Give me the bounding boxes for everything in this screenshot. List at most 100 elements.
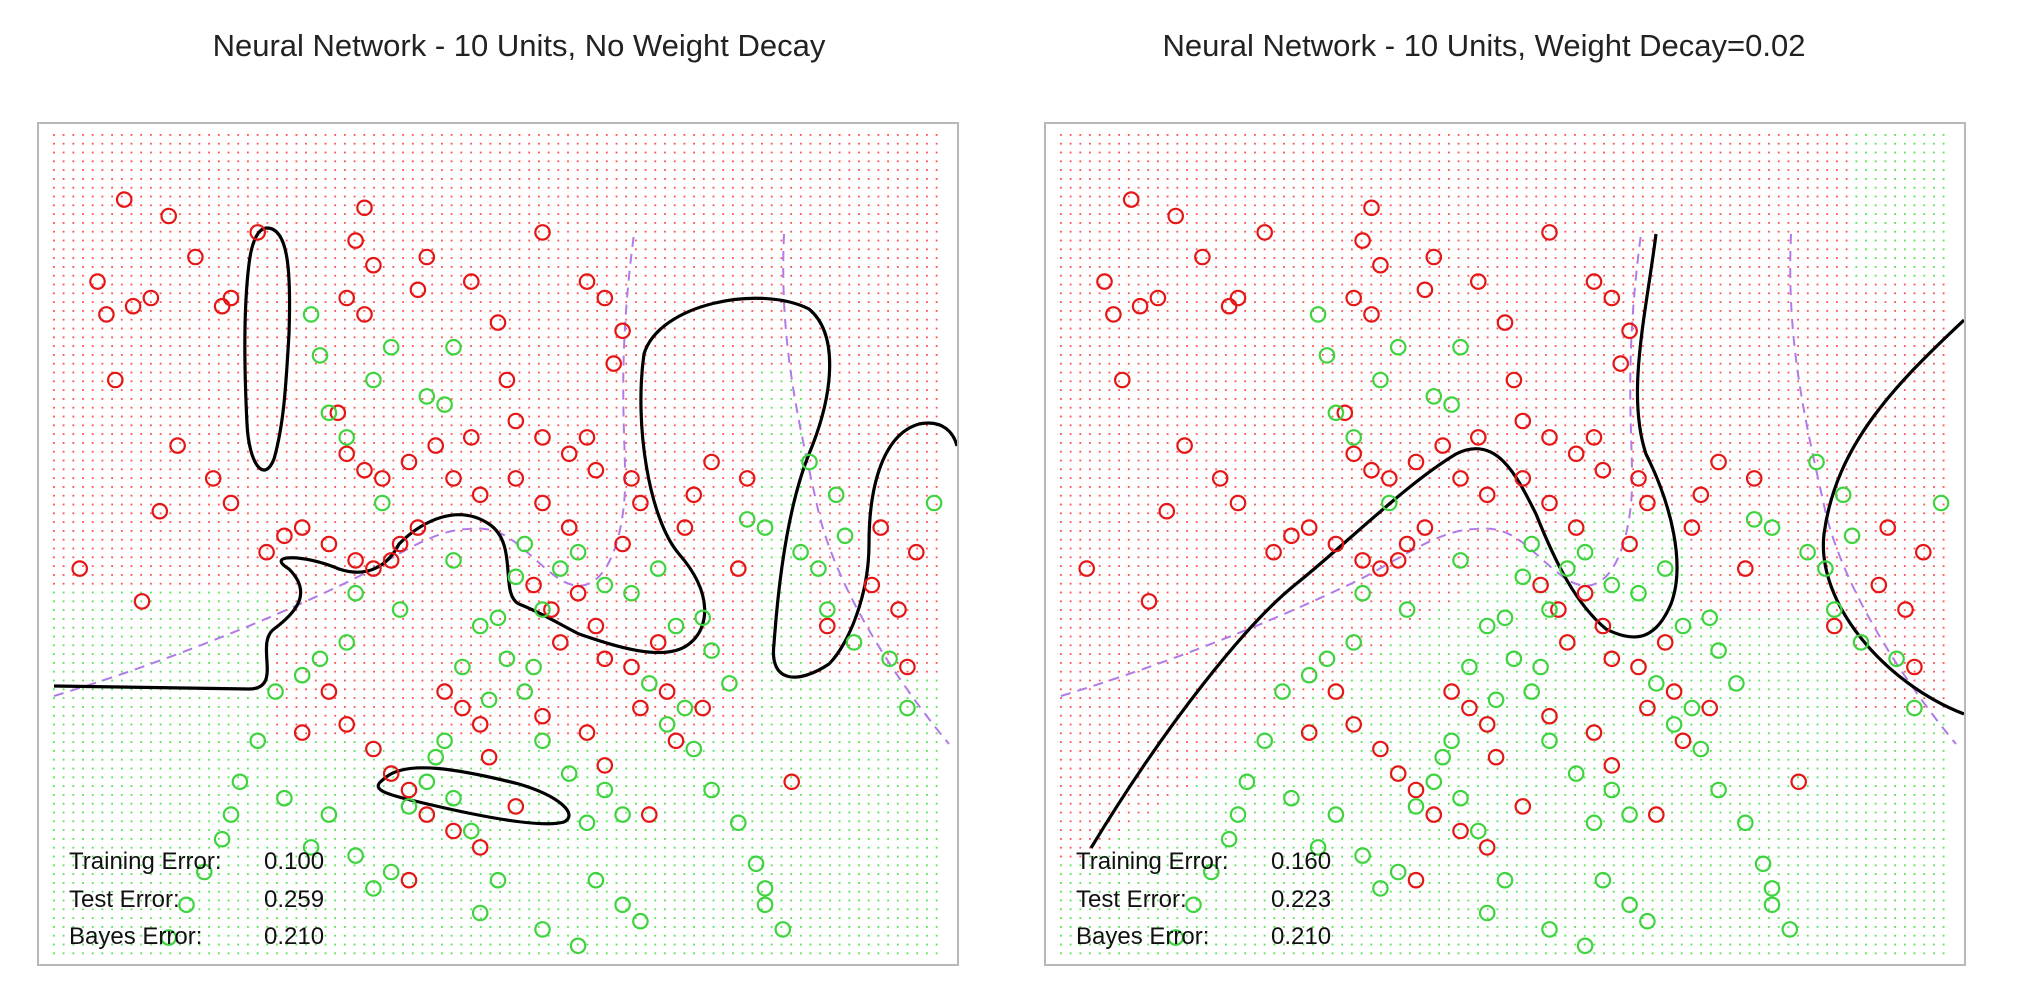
- grid-dot: [198, 371, 201, 374]
- grid-dot: [926, 354, 928, 356]
- grid-dot: [470, 336, 472, 339]
- grid-dot: [431, 477, 434, 479]
- grid-dot: [664, 266, 666, 268]
- grid-dot: [179, 389, 181, 391]
- grid-dot: [237, 591, 240, 594]
- grid-dot: [101, 538, 104, 541]
- grid-dot: [237, 292, 240, 295]
- grid-dot: [712, 582, 715, 585]
- grid-dot: [751, 565, 754, 567]
- grid-dot: [53, 433, 55, 435]
- grid-dot: [790, 591, 792, 594]
- grid-dot: [673, 442, 676, 444]
- grid-dot: [906, 169, 909, 171]
- grid-dot: [829, 248, 831, 251]
- grid-dot: [237, 257, 240, 259]
- grid-dot: [732, 556, 734, 559]
- grid-dot: [169, 486, 172, 488]
- grid-dot: [867, 380, 870, 383]
- grid-dot: [809, 556, 812, 559]
- grid-dot: [848, 257, 851, 259]
- grid-dot: [683, 213, 686, 215]
- grid-dot: [266, 266, 269, 268]
- grid-dot: [819, 556, 822, 559]
- grid-dot: [62, 257, 65, 259]
- grid-dot: [276, 468, 278, 471]
- grid-dot: [935, 283, 938, 286]
- grid-dot: [838, 292, 841, 295]
- grid-dot: [538, 178, 540, 180]
- grid-dot: [799, 547, 802, 550]
- grid-dot: [285, 477, 288, 479]
- grid-dot: [217, 477, 220, 479]
- grid-dot: [790, 204, 792, 207]
- grid-dot: [664, 521, 666, 523]
- grid-dot: [227, 547, 230, 550]
- grid-dot: [635, 591, 637, 594]
- grid-dot: [741, 186, 744, 189]
- grid-dot: [644, 283, 647, 286]
- grid-dot: [159, 310, 162, 312]
- grid-dot: [664, 389, 666, 391]
- grid-dot: [625, 318, 628, 321]
- grid-dot: [237, 433, 240, 435]
- grid-dot: [625, 345, 628, 347]
- grid-dot: [266, 538, 269, 541]
- grid-dot: [877, 477, 880, 479]
- grid-dot: [421, 477, 424, 479]
- grid-dot: [819, 186, 822, 189]
- grid-dot: [615, 389, 618, 391]
- grid-dot: [470, 494, 472, 497]
- grid-dot: [780, 204, 783, 207]
- grid-dot: [431, 292, 434, 295]
- grid-dot: [479, 195, 482, 198]
- grid-dot: [557, 169, 560, 171]
- grid-dot: [53, 442, 55, 444]
- grid-dot: [877, 362, 880, 365]
- grid-dot: [702, 230, 705, 233]
- grid-dot: [421, 565, 424, 567]
- grid-dot: [208, 600, 210, 603]
- grid-dot: [693, 292, 695, 295]
- grid-dot: [586, 318, 589, 321]
- grid-dot: [111, 609, 113, 611]
- grid-dot: [392, 327, 395, 330]
- grid-dot: [101, 512, 104, 515]
- grid-dot: [761, 239, 763, 242]
- grid-dot: [693, 565, 695, 567]
- grid-dot: [62, 565, 65, 567]
- grid-dot: [411, 600, 414, 603]
- grid-dot: [450, 204, 453, 207]
- grid-dot: [877, 494, 880, 497]
- grid-dot: [508, 248, 511, 251]
- grid-dot: [421, 556, 424, 559]
- grid-dot: [470, 380, 472, 383]
- grid-dot: [373, 318, 375, 321]
- grid-dot: [722, 345, 725, 347]
- grid-dot: [247, 204, 249, 207]
- grid-dot: [596, 600, 598, 603]
- grid-dot: [188, 547, 191, 550]
- grid-dot: [353, 178, 356, 180]
- grid-dot: [644, 521, 647, 523]
- grid-dot: [266, 204, 269, 207]
- grid-dot: [179, 336, 181, 339]
- grid-dot: [489, 266, 492, 268]
- grid-dot: [450, 362, 453, 365]
- grid-dot: [848, 459, 851, 462]
- grid-dot: [276, 521, 278, 523]
- grid-dot: [247, 345, 249, 347]
- grid-dot: [896, 503, 899, 506]
- grid-dot: [179, 169, 181, 171]
- grid-dot: [363, 468, 366, 471]
- grid-dot: [615, 134, 618, 136]
- grid-dot: [411, 538, 414, 541]
- grid-dot: [411, 398, 414, 400]
- grid-dot: [935, 591, 938, 594]
- grid-dot: [751, 406, 754, 409]
- grid-dot: [751, 230, 754, 233]
- grid-dot: [673, 450, 676, 453]
- grid-dot: [557, 371, 560, 374]
- grid-dot: [702, 222, 705, 224]
- grid-dot: [353, 591, 356, 594]
